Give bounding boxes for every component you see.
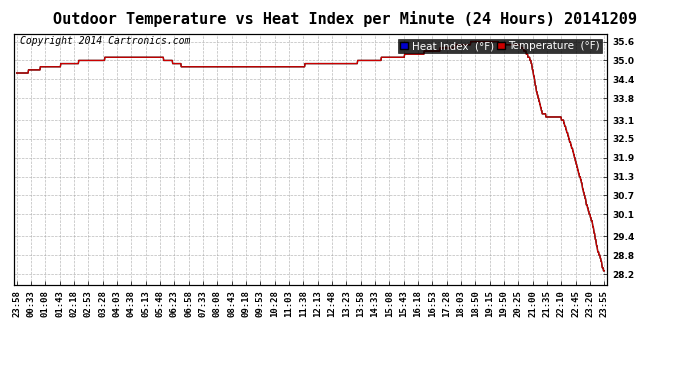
Legend: Heat Index  (°F), Temperature  (°F): Heat Index (°F), Temperature (°F) xyxy=(398,39,602,53)
Text: Copyright 2014 Cartronics.com: Copyright 2014 Cartronics.com xyxy=(20,36,190,46)
Text: Outdoor Temperature vs Heat Index per Minute (24 Hours) 20141209: Outdoor Temperature vs Heat Index per Mi… xyxy=(53,11,637,27)
